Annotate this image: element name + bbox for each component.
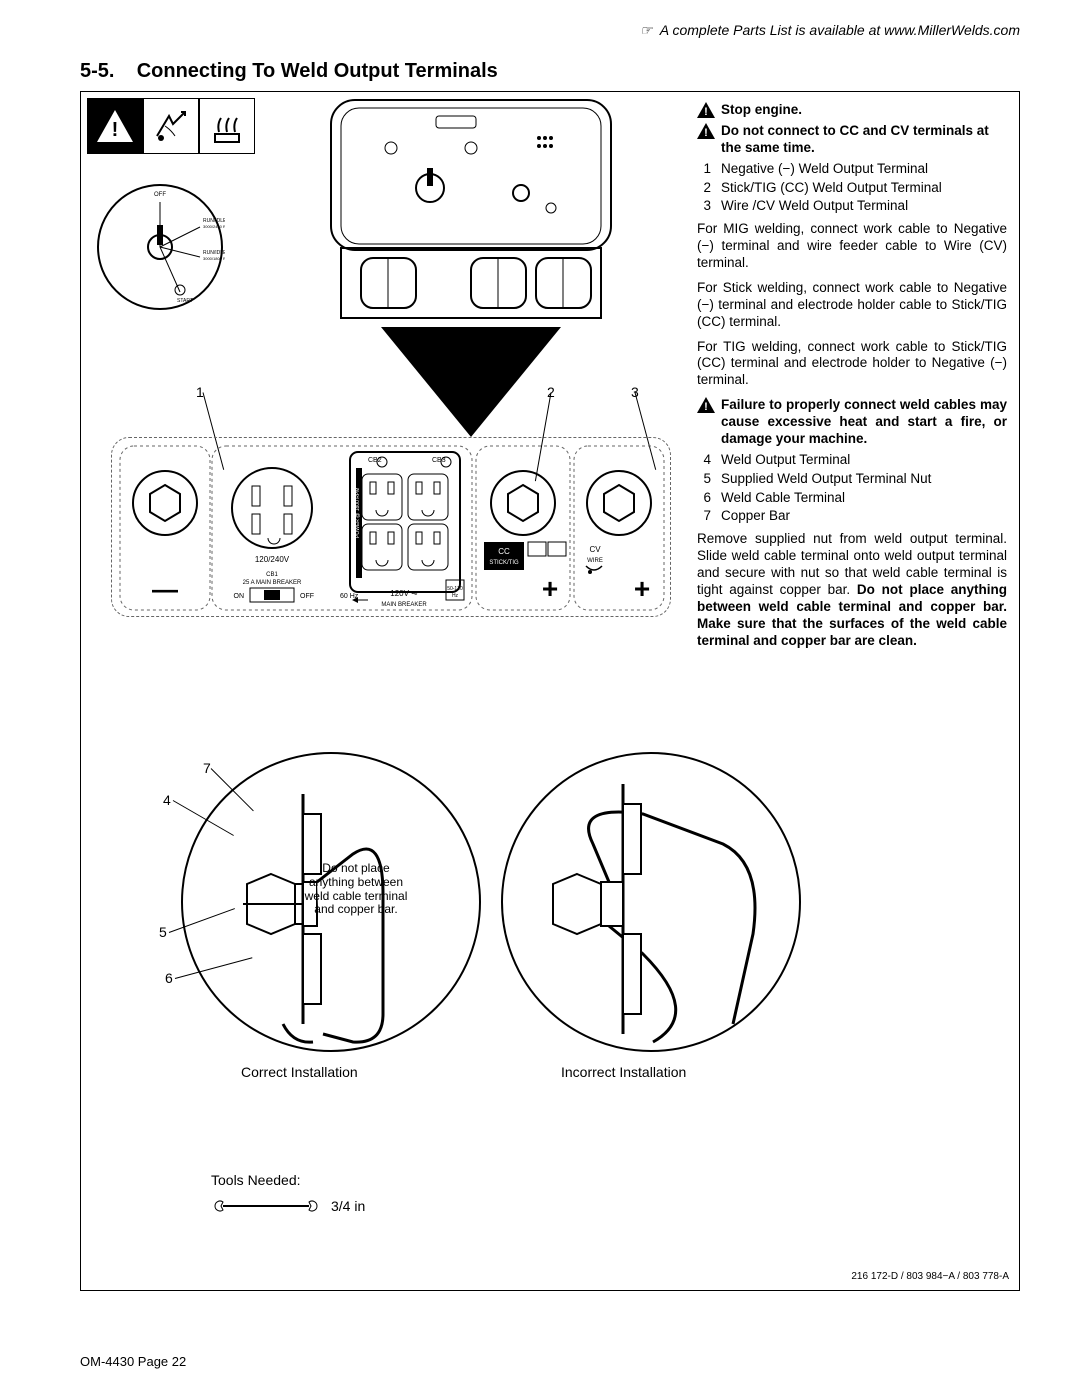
svg-text:CC: CC (498, 547, 510, 556)
tools-label: Tools Needed: (211, 1172, 365, 1188)
wrench-icon (211, 1199, 321, 1213)
p-tig: For TIG welding, connect work cable to S… (697, 339, 1007, 390)
svg-text:Hz: Hz (452, 593, 459, 599)
svg-text:—: — (152, 574, 178, 604)
svg-text:!: ! (704, 106, 708, 118)
caption-incorrect: Incorrect Installation (561, 1064, 686, 1080)
p-mig: For MIG welding, connect work cable to N… (697, 221, 1007, 272)
warn-cc-cv: Do not connect to CC and CV terminals at… (721, 123, 1007, 157)
dial-start: START (177, 298, 193, 304)
terminal-list-2: 4Weld Output Terminal 5Supplied Weld Out… (697, 452, 1007, 526)
parts-list-note: ☞ A complete Parts List is available at … (640, 22, 1020, 39)
svg-text:STICK/TIG: STICK/TIG (489, 560, 519, 566)
svg-text:+: + (542, 573, 558, 604)
svg-text:3000/2400 RPM: 3000/2400 RPM (203, 224, 225, 229)
svg-text:POWER @ 1800 RPM: POWER @ 1800 RPM (355, 488, 361, 538)
machine-drawing (321, 98, 621, 328)
page-footer: OM-4430 Page 22 (80, 1354, 186, 1369)
svg-text:MAIN BREAKER: MAIN BREAKER (381, 602, 427, 608)
svg-text:+: + (634, 573, 650, 604)
svg-text:WIRE: WIRE (587, 558, 603, 564)
callout-6: 6 (165, 970, 173, 986)
wrench-size: 3/4 in (331, 1198, 365, 1214)
engine-switch-dial: OFF RUN/IDLE 3000/2400 RPM RUN/IDLE 3000… (95, 182, 225, 312)
dial-off-label: OFF (154, 192, 166, 198)
svg-text:120/240V: 120/240V (255, 555, 290, 564)
caption-correct: Correct Installation (241, 1064, 358, 1080)
warning-icon: ! (697, 123, 715, 139)
parts-list-text: A complete Parts List is available at ww… (660, 22, 1020, 38)
pointer-icon: ☞ (640, 22, 653, 39)
shock-hazard-icon (143, 98, 199, 154)
warning-icon: ! (697, 102, 715, 118)
svg-text:3000/1800 RPM: 3000/1800 RPM (203, 256, 225, 261)
drawing-reference: 216 172-D / 803 984−A / 803 778-A (851, 1271, 1009, 1282)
callout-5: 5 (159, 924, 167, 940)
svg-text:CB1: CB1 (266, 572, 278, 578)
arrow-icon (381, 327, 561, 437)
front-panel: — 120/240V CB1 25 A MAIN BREAKER ON OFF … (111, 437, 671, 617)
warning-triangle-icon: ! (87, 98, 143, 154)
tools-needed: Tools Needed: 3/4 in (211, 1172, 365, 1214)
figure-frame: ! OFF RUN/IDLE 3000/2400 RPM RUN/IDLE 30… (80, 91, 1020, 1291)
terminal-list-1: 1Negative (−) Weld Output Terminal 2Stic… (697, 161, 1007, 216)
svg-text:!: ! (704, 127, 708, 139)
p-stick: For Stick welding, connect work cable to… (697, 280, 1007, 331)
section-heading: 5-5. Connecting To Weld Output Terminals (80, 60, 1020, 83)
section-number: 5-5. (80, 60, 114, 82)
svg-text:OFF: OFF (300, 593, 314, 600)
svg-text:!: ! (112, 119, 119, 141)
hazard-icon-row: ! (87, 98, 255, 154)
svg-text:!: ! (704, 401, 708, 413)
svg-text:120V ⏦: 120V ⏦ (390, 589, 418, 598)
instruction-column: ! Stop engine. ! Do not connect to CC an… (697, 102, 1007, 657)
section-title-text: Connecting To Weld Output Terminals (137, 60, 498, 82)
svg-text:ON: ON (234, 593, 245, 600)
callout-4: 4 (163, 792, 171, 808)
hot-surface-icon (199, 98, 255, 154)
svg-text:50-120: 50-120 (447, 586, 463, 592)
svg-text:CV: CV (589, 545, 601, 554)
warning-icon: ! (697, 397, 715, 413)
p-remove: Remove supplied nut from weld output ter… (697, 531, 1007, 649)
incorrect-install-detail (501, 752, 801, 1052)
warn-stop-engine: Stop engine. (721, 102, 802, 119)
svg-text:25 A MAIN BREAKER: 25 A MAIN BREAKER (243, 580, 302, 586)
warn-fire: Failure to properly connect weld cables … (721, 397, 1007, 448)
copper-bar-note: Do not place anything between weld cable… (291, 862, 421, 917)
